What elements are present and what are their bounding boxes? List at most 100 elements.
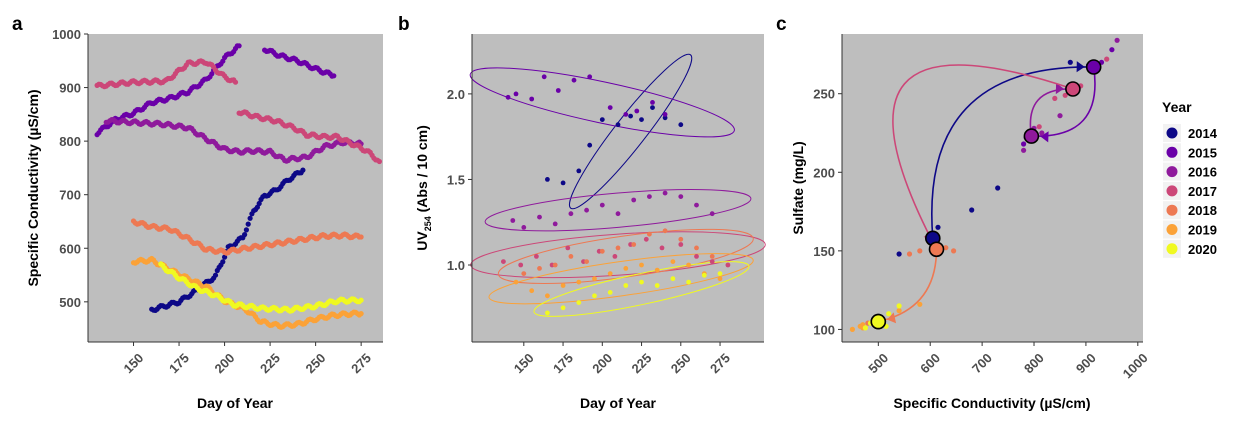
x-tick-label: 175	[550, 350, 576, 376]
point-2018	[709, 254, 715, 259]
panel-a-label: a	[12, 14, 23, 35]
point-2019	[623, 266, 629, 271]
point-2018	[584, 259, 589, 264]
point-2014	[220, 259, 226, 265]
point-2016	[1039, 130, 1045, 136]
mean-marker-2015	[1085, 59, 1102, 75]
y-tick-label: 1000	[52, 27, 81, 42]
point-2016	[599, 202, 605, 208]
point-2014	[545, 177, 550, 182]
x-tick-label: 275	[707, 350, 733, 376]
point-2016	[552, 221, 558, 227]
y-tick-label: 1.5	[447, 172, 465, 187]
mean-marker-2017	[1065, 81, 1081, 97]
legend-label-2019: 2019	[1188, 223, 1217, 238]
ellipse-2018	[497, 228, 754, 284]
point-2020	[607, 290, 613, 295]
ellipse-2019	[488, 253, 754, 305]
x-tick-label: 900	[1073, 350, 1099, 376]
y-tick-label: 800	[59, 134, 81, 149]
point-2015	[662, 112, 668, 117]
point-2020	[886, 311, 892, 317]
point-2019	[654, 267, 660, 273]
point-2014	[662, 115, 668, 121]
point-2017	[1036, 124, 1042, 130]
point-2020	[545, 310, 550, 316]
point-2018	[943, 245, 949, 251]
point-2018	[906, 251, 913, 257]
x-tick-label: 150	[120, 350, 146, 376]
point-2017	[694, 254, 699, 259]
panel-a-x-axis-title: Day of Year	[197, 395, 274, 411]
y-tick-label: 1.0	[447, 258, 465, 273]
panel-a-chart: 150 175 200 225 250 275 500 600 700 800 900 1000 D…	[25, 27, 383, 411]
point-2020	[576, 300, 582, 305]
point-2019	[717, 276, 723, 282]
point-2016	[510, 218, 516, 223]
y-tick-label: 600	[59, 241, 81, 256]
point-2015	[623, 112, 629, 117]
point-2014	[615, 122, 621, 128]
point-2016	[568, 211, 574, 217]
point-2016	[678, 194, 684, 200]
point-2020	[686, 279, 691, 285]
point-2019	[917, 301, 923, 307]
point-2017	[1104, 56, 1110, 62]
point-2017	[376, 158, 382, 165]
point-2014	[969, 207, 975, 213]
point-2016	[1114, 37, 1120, 43]
mean-marker-2016	[1023, 128, 1040, 144]
point-2014	[256, 200, 262, 207]
point-2018	[951, 248, 957, 254]
ellipse-2015	[469, 67, 735, 138]
x-tick-label: 250	[668, 350, 694, 376]
x-tick-label: 500	[865, 350, 891, 376]
legend-key-2019	[1166, 224, 1178, 235]
point-2018	[647, 231, 652, 237]
point-2014	[1067, 59, 1073, 65]
point-2018	[358, 234, 364, 240]
y-tick-label: 900	[59, 81, 81, 96]
point-2015	[571, 77, 577, 83]
point-2018	[521, 271, 527, 276]
x-tick-label: 175	[166, 350, 192, 376]
y-tick-label: 100	[813, 322, 835, 337]
y-tick-label: 500	[59, 295, 81, 310]
point-2017	[709, 259, 715, 264]
point-2015	[634, 108, 640, 114]
point-2020	[717, 271, 723, 276]
y-tick-label: 200	[813, 165, 835, 180]
legend-label-2018: 2018	[1188, 203, 1217, 218]
point-2017	[518, 262, 524, 268]
panel-b-label: b	[398, 14, 410, 35]
panel-c-chart: 500 600 700 800 900 1000 100 150 200 250 Specifi…	[790, 34, 1151, 411]
point-2018	[662, 228, 668, 234]
point-2014	[245, 221, 251, 227]
panel-b-x-axis-title: Day of Year	[580, 395, 657, 411]
point-2015	[513, 91, 519, 97]
ellipse-2020	[533, 261, 750, 317]
x-tick-label: 200	[212, 350, 238, 376]
point-2017	[501, 259, 506, 264]
panel-b-y-axis-title: UV254 (Abs / 10 cm)	[414, 125, 433, 251]
point-2016	[1021, 147, 1027, 153]
point-2017	[565, 245, 571, 251]
point-2015	[607, 105, 613, 110]
point-2016	[537, 214, 542, 220]
point-2018	[537, 266, 542, 271]
point-2016	[662, 190, 668, 196]
point-2014	[243, 227, 249, 233]
point-2015	[1109, 47, 1115, 53]
legend-title: Year	[1162, 99, 1192, 115]
ellipse-2016	[484, 189, 752, 232]
mean-marker-2018	[928, 241, 945, 258]
point-2020	[862, 325, 869, 331]
point-2015	[505, 94, 511, 100]
point-2015	[331, 73, 337, 79]
point-2014	[300, 167, 306, 173]
x-tick-label: 1000	[1120, 350, 1151, 381]
legend-label-2014: 2014	[1188, 126, 1218, 141]
point-2018	[615, 245, 621, 251]
point-2014	[212, 272, 219, 278]
